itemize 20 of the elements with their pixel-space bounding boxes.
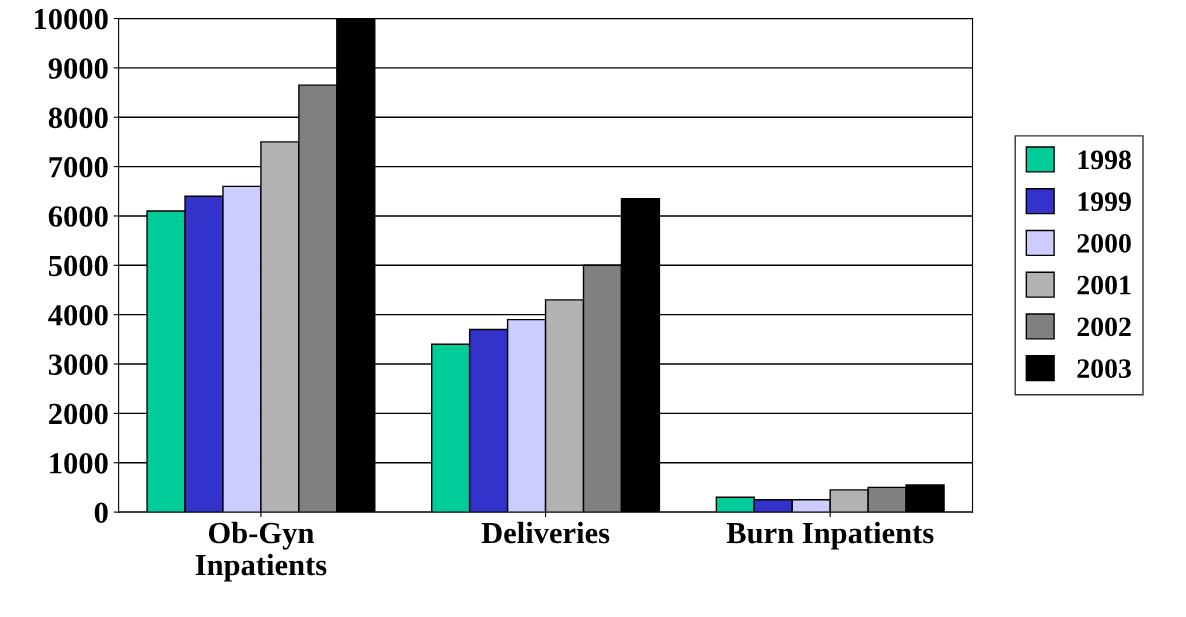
legend-label: 2002 — [1077, 317, 1131, 337]
legend-label: 2000 — [1077, 233, 1131, 253]
legend-label: 1999 — [1078, 192, 1131, 211]
y-tick-label: 6000 — [48, 206, 108, 227]
y-tick-label: 1000 — [50, 453, 108, 474]
y-tick-label: 7000 — [49, 156, 108, 178]
y-tick-label: 2000 — [49, 403, 108, 425]
y-tick-label: 4000 — [48, 304, 108, 326]
x-tick-label: Ob-Gyn Inpatients — [195, 521, 327, 582]
y-tick-label: 10000 — [34, 8, 108, 30]
y-tick-label: 0 — [94, 502, 108, 524]
x-tick-label: Burn Inpatients — [726, 521, 934, 550]
y-tick-label: 8000 — [48, 107, 108, 129]
legend-label: 2003 — [1077, 359, 1131, 378]
legend-label: 2001 — [1077, 275, 1131, 295]
y-tick-label: 5000 — [48, 255, 108, 277]
legend-label: 1998 — [1078, 150, 1131, 170]
x-tick-label: Deliveries — [481, 521, 610, 544]
y-tick-label: 3000 — [48, 354, 108, 375]
y-tick-label: 9000 — [48, 58, 108, 79]
